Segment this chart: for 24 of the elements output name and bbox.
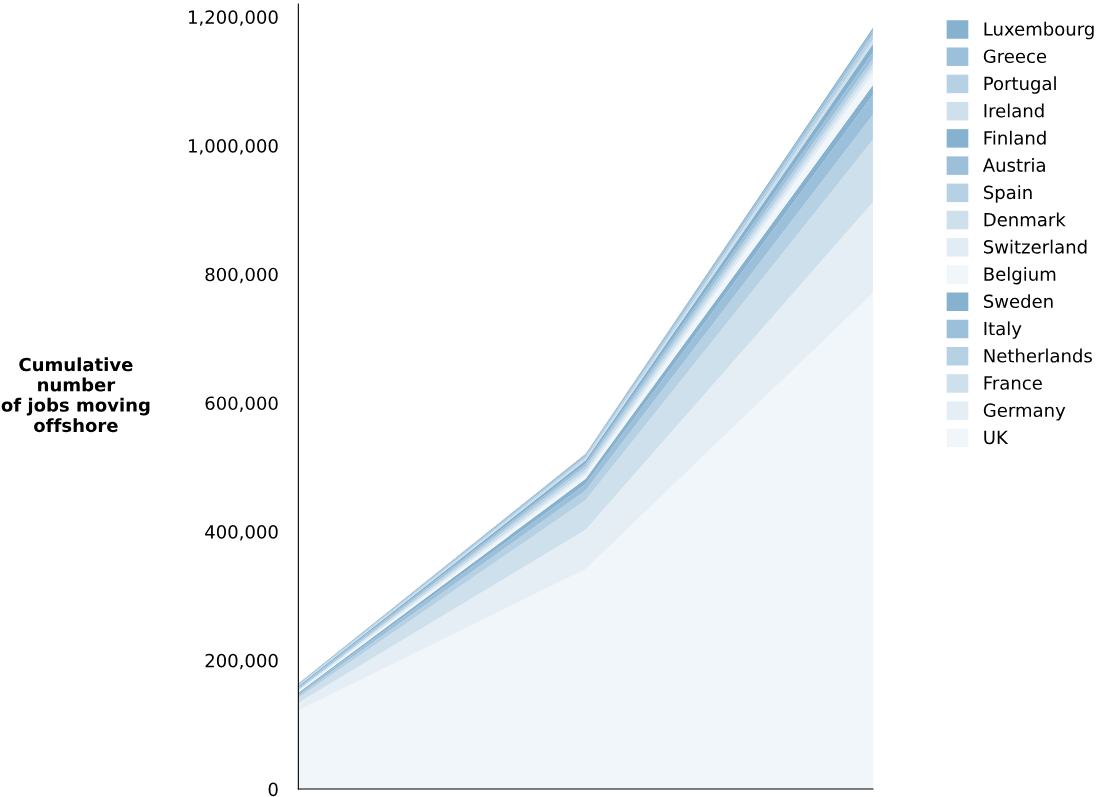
legend-label: Portugal [984, 76, 1056, 94]
legend-label: Switzerland [983, 239, 1087, 254]
legend-label: Luxembourg [984, 21, 1094, 40]
y-tick-label: 1,200,000 [189, 10, 278, 26]
y-tick-label: 400,000 [205, 525, 278, 541]
legend-label: Germany [983, 403, 1066, 421]
y-tick-label: 200,000 [205, 653, 278, 670]
legend-label: Italy [984, 321, 1022, 339]
legend-label: Netherlands [984, 348, 1092, 363]
legend-label: Belgium [984, 266, 1056, 285]
y-axis-title: Cumulative number of jobs moving offshore [1, 357, 150, 433]
y-tick-label: 1,000,000 [189, 139, 278, 155]
legend-label: Denmark [984, 212, 1066, 227]
legend-label: Greece [983, 49, 1047, 64]
legend-label: UK [984, 430, 1009, 445]
y-tick-label: 0 [268, 782, 278, 797]
legend-label: France [984, 376, 1042, 390]
legend-label: Finland [984, 130, 1046, 145]
legend-label: Ireland [984, 103, 1044, 118]
legend-label: Sweden [983, 294, 1053, 309]
y-tick-label: 800,000 [205, 267, 278, 284]
legend-label: Austria [982, 158, 1045, 172]
y-tick-label: 600,000 [205, 396, 278, 412]
legend-label: Spain [983, 185, 1032, 203]
